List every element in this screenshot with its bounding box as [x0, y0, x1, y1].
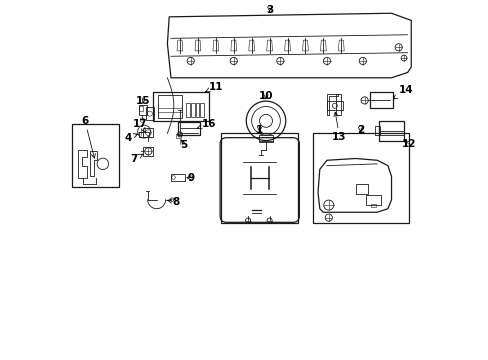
Bar: [145, 107, 153, 120]
Text: 10: 10: [258, 91, 273, 101]
Bar: [158, 95, 182, 118]
Text: 2: 2: [356, 125, 363, 135]
Bar: [312, 134, 408, 223]
Text: 1: 1: [255, 125, 263, 135]
Bar: [366, 195, 380, 205]
Text: 8: 8: [167, 197, 180, 207]
Text: 11: 11: [205, 82, 223, 92]
Text: 16: 16: [197, 120, 216, 129]
Bar: [171, 174, 184, 181]
Bar: [139, 106, 142, 111]
Bar: [375, 126, 379, 135]
Bar: [355, 184, 367, 194]
Bar: [143, 128, 153, 137]
Bar: [139, 132, 149, 137]
Bar: [195, 103, 199, 117]
Bar: [178, 122, 199, 135]
Bar: [258, 135, 273, 142]
Text: 15: 15: [136, 96, 150, 106]
Text: 5: 5: [180, 140, 187, 150]
Bar: [143, 147, 153, 156]
Text: 13: 13: [332, 112, 346, 142]
Text: 9: 9: [186, 173, 194, 183]
Text: 14: 14: [392, 85, 412, 99]
Text: 4: 4: [124, 133, 138, 143]
Text: 7: 7: [130, 154, 142, 164]
Bar: [335, 94, 341, 116]
Bar: [153, 92, 208, 121]
Bar: [370, 204, 376, 207]
Bar: [378, 121, 403, 140]
Bar: [191, 103, 194, 117]
Bar: [186, 103, 190, 117]
Text: 6: 6: [81, 116, 95, 158]
Bar: [221, 134, 298, 223]
Bar: [369, 92, 392, 108]
Bar: [200, 103, 203, 117]
Text: 17: 17: [132, 119, 147, 132]
Bar: [176, 134, 180, 138]
Bar: [139, 105, 146, 116]
Text: 3: 3: [265, 5, 273, 15]
Bar: [326, 101, 343, 110]
Bar: [72, 125, 119, 187]
Text: 12: 12: [402, 139, 416, 149]
